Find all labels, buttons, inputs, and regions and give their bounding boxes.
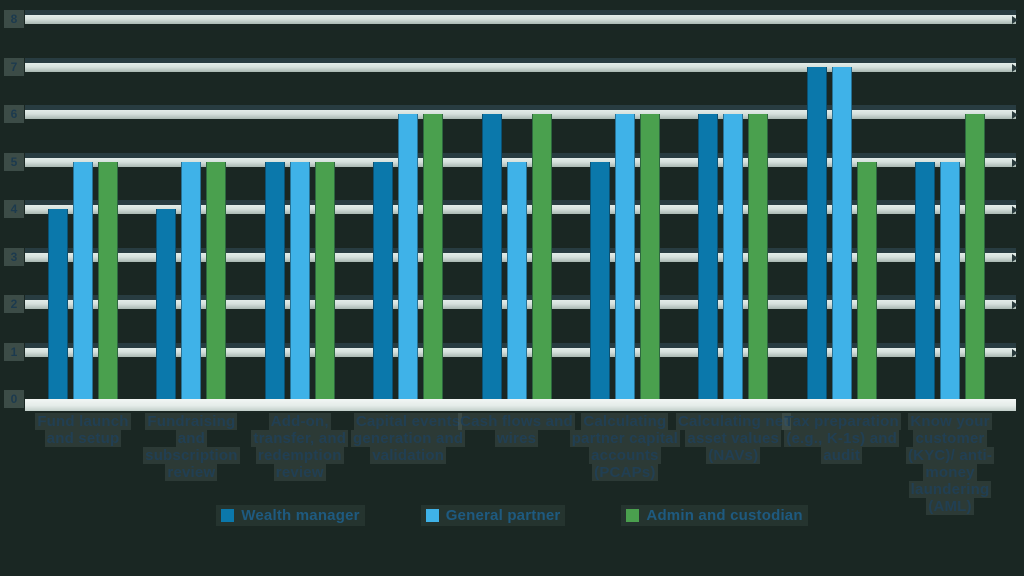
bar-wealth-manager xyxy=(156,209,177,399)
y-tick-label: 2 xyxy=(4,295,24,313)
legend-item-wealth-manager[interactable]: Wealth manager xyxy=(216,505,365,526)
x-category-label: Tax preparation (e.g., K-1s) and audit xyxy=(782,413,901,465)
bar-group xyxy=(48,161,118,399)
legend-swatch-icon xyxy=(425,509,439,522)
bar-admin-and-custodian xyxy=(856,161,877,399)
bar-admin-and-custodian xyxy=(423,114,444,399)
y-tick-label: 0 xyxy=(4,390,24,408)
bar-general-partner xyxy=(289,161,310,399)
bar-group xyxy=(589,114,660,399)
bar-wealth-manager xyxy=(481,114,502,399)
bar-general-partner xyxy=(506,161,527,399)
y-tick-label: 1 xyxy=(4,342,24,361)
bar-admin-and-custodian xyxy=(748,114,769,399)
y-tick-label: 6 xyxy=(4,105,24,123)
y-tick-label: 3 xyxy=(4,247,24,266)
y-tick-label: 7 xyxy=(4,57,24,76)
x-category-label: Fund launch and setup xyxy=(35,413,131,448)
bar-general-partner xyxy=(73,161,93,399)
bar-admin-and-custodian xyxy=(639,114,660,399)
bar-general-partner xyxy=(398,114,419,399)
bar-admin-and-custodian xyxy=(314,161,335,399)
bar-group xyxy=(373,114,444,399)
bar-admin-and-custodian xyxy=(531,114,552,399)
bar-general-partner xyxy=(940,161,960,399)
bar-admin-and-custodian xyxy=(206,161,227,399)
bar-general-partner xyxy=(831,66,852,399)
bar-wealth-manager xyxy=(589,161,610,399)
legend-swatch-icon xyxy=(626,509,640,522)
bar-wealth-manager xyxy=(806,66,827,399)
bar-general-partner xyxy=(614,114,635,399)
bar-group xyxy=(806,66,877,399)
gridline xyxy=(25,10,1018,24)
x-category-label: Know your customer (KYC)/ anti-money lau… xyxy=(905,413,995,516)
legend-label: General partner xyxy=(445,507,561,524)
bar-general-partner xyxy=(181,161,202,399)
bar-admin-and-custodian xyxy=(965,114,985,399)
x-category-label: Calculating net asset values (NAVs) xyxy=(675,413,791,465)
bar-wealth-manager xyxy=(915,161,935,399)
x-category-label: Calculating partner capital accounts (PC… xyxy=(569,413,681,482)
legend-item-admin-and-custodian[interactable]: Admin and custodian xyxy=(621,505,808,526)
legend-item-general-partner[interactable]: General partner xyxy=(420,505,566,526)
bar-wealth-manager xyxy=(698,114,719,399)
bar-group xyxy=(915,114,985,399)
bar-wealth-manager xyxy=(373,161,394,399)
y-tick-label: 8 xyxy=(4,10,24,28)
bar-wealth-manager xyxy=(264,161,285,399)
bar-general-partner xyxy=(723,114,744,399)
gridline xyxy=(25,57,1018,72)
x-category-label: Cash flows and wires xyxy=(458,413,575,448)
bar-wealth-manager xyxy=(48,209,68,399)
x-axis-baseline xyxy=(25,399,1016,411)
bar-group xyxy=(481,114,552,399)
bar-admin-and-custodian xyxy=(98,161,118,399)
x-category-label: Add-on, transfer, and redemption review xyxy=(251,413,349,482)
bar-group xyxy=(264,161,335,399)
x-category-label: Fundraising and subscription review xyxy=(143,413,240,482)
y-tick-label: 4 xyxy=(4,200,24,218)
y-tick-label: 5 xyxy=(4,152,24,171)
legend-label: Admin and custodian xyxy=(646,507,803,524)
chart-legend: Wealth manager General partner Admin and c… xyxy=(0,505,1024,526)
bar-group xyxy=(156,161,227,399)
legend-swatch-icon xyxy=(221,509,235,522)
bar-group xyxy=(698,114,769,399)
gridline xyxy=(25,105,1018,119)
legend-label: Wealth manager xyxy=(241,507,360,524)
x-category-label: Capital events generation and validation xyxy=(350,413,466,465)
